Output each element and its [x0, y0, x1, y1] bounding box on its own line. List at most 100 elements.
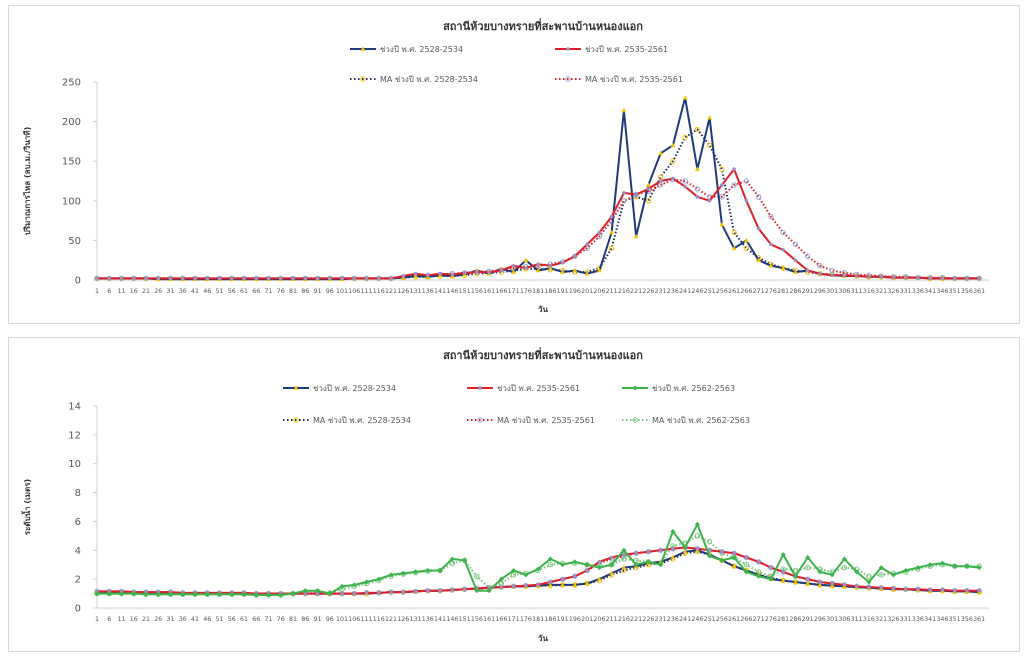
- x-tick-label: 151: [459, 288, 471, 295]
- data-point: [769, 565, 773, 570]
- series-3: [94, 126, 982, 282]
- data-point: [241, 591, 247, 597]
- x-tick-label: 91: [314, 616, 322, 623]
- data-point: [720, 183, 724, 187]
- y-axis-title: ระดับน้ำ (เมตร): [21, 479, 32, 535]
- data-point: [976, 565, 982, 571]
- data-point: [401, 590, 406, 594]
- data-point: [449, 556, 455, 562]
- x-tick-label: 346: [936, 616, 948, 623]
- chart-title: สถานีห้วยบางทรายที่สะพานบ้านหนองแอก: [443, 18, 643, 33]
- x-tick-label: 61: [240, 288, 248, 295]
- data-point: [756, 257, 762, 262]
- x-tick-label: 106: [348, 616, 360, 623]
- y-tick-label: 14: [68, 402, 81, 413]
- data-point: [769, 242, 773, 247]
- data-point: [928, 588, 932, 592]
- data-point: [523, 257, 529, 262]
- data-point: [879, 275, 883, 279]
- data-point: [866, 573, 872, 579]
- data-point: [830, 273, 834, 278]
- x-tick-label: 266: [740, 616, 752, 623]
- x-tick-label: 41: [191, 288, 199, 295]
- data-point: [720, 549, 724, 554]
- data-point: [572, 267, 578, 273]
- data-point: [573, 574, 577, 579]
- x-tick-label: 31: [167, 288, 175, 295]
- data-point: [608, 245, 615, 252]
- legend-item: ช่วงปี พ.ศ. 2562-2563: [622, 384, 735, 393]
- x-tick-label: 281: [777, 288, 789, 295]
- x-tick-label: 136: [422, 288, 434, 295]
- x-tick-label: 306: [838, 616, 850, 623]
- data-point: [426, 273, 430, 278]
- x-tick-label: 186: [544, 616, 556, 623]
- x-tick-label: 36: [179, 616, 187, 623]
- data-point: [682, 549, 688, 554]
- data-point: [646, 187, 651, 191]
- x-tick-label: 101: [336, 288, 348, 295]
- legend-item: ช่วงปี พ.ศ. 2535-2561: [467, 384, 580, 393]
- data-point: [536, 583, 540, 587]
- legend-item: MA ช่วงปี พ.ศ. 2528-2534: [350, 75, 478, 84]
- data-point: [866, 579, 872, 585]
- data-point: [927, 562, 933, 568]
- data-point: [462, 587, 467, 592]
- data-point: [621, 556, 627, 562]
- x-tick-label: 1: [95, 288, 99, 295]
- data-point: [609, 555, 614, 560]
- data-point: [621, 565, 627, 570]
- data-point: [523, 572, 529, 578]
- data-point: [671, 547, 675, 551]
- data-point: [682, 544, 688, 550]
- data-point: [805, 577, 810, 581]
- data-point: [585, 242, 589, 247]
- x-tick-label: 301: [826, 616, 838, 623]
- data-point: [731, 555, 737, 560]
- y-tick-label: 12: [68, 430, 81, 441]
- data-point: [622, 191, 626, 195]
- x-tick-label: 286: [789, 288, 801, 295]
- data-point: [719, 166, 725, 172]
- data-point: [841, 564, 848, 571]
- data-point: [143, 591, 149, 597]
- data-point: [573, 254, 577, 259]
- data-point: [205, 276, 210, 281]
- data-point: [621, 547, 627, 553]
- x-tick-label: 76: [277, 616, 285, 623]
- data-point: [891, 586, 896, 591]
- legend-label: MA ช่วงปี พ.ศ. 2528-2534: [313, 416, 411, 425]
- data-point: [547, 265, 553, 270]
- data-point: [327, 591, 333, 597]
- data-point: [303, 591, 308, 596]
- legend-marker-icon: [293, 385, 299, 390]
- x-tick-label: 216: [618, 616, 630, 623]
- y-tick-label: 6: [75, 517, 81, 528]
- data-point: [596, 267, 602, 273]
- data-point: [242, 276, 246, 281]
- data-point: [560, 260, 565, 265]
- data-point: [487, 270, 491, 274]
- x-tick-label: 116: [373, 288, 385, 295]
- data-point: [328, 276, 332, 281]
- data-point: [547, 582, 553, 587]
- data-point: [572, 582, 578, 587]
- data-point: [192, 591, 198, 597]
- data-point: [413, 569, 419, 575]
- data-point: [707, 553, 713, 559]
- data-point: [351, 582, 357, 588]
- data-point: [879, 586, 883, 590]
- data-point: [903, 567, 909, 573]
- x-tick-label: 271: [753, 288, 765, 295]
- data-point: [792, 241, 799, 248]
- data-point: [389, 276, 393, 281]
- legend-item: ช่วงปี พ.ศ. 2535-2561: [555, 45, 668, 54]
- data-point: [621, 198, 627, 204]
- data-point: [805, 580, 811, 586]
- legend-label: ช่วงปี พ.ศ. 2528-2534: [313, 384, 396, 393]
- x-tick-label: 171: [508, 616, 520, 623]
- data-point: [645, 559, 651, 565]
- x-tick-label: 261: [728, 288, 740, 295]
- data-point: [413, 271, 418, 276]
- x-tick-label: 36: [179, 288, 187, 295]
